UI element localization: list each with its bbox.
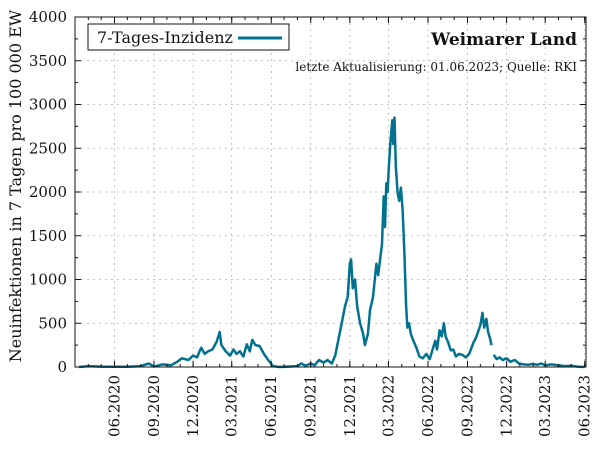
y-tick-label: 3500 bbox=[29, 52, 67, 70]
x-tick-label: 03.2022 bbox=[379, 375, 397, 437]
y-tick-label: 2000 bbox=[29, 183, 67, 201]
legend: 7-Tages-Inzidenz bbox=[87, 23, 290, 51]
y-axis-label: Neuinfektionen in 7 Tagen pro 100 000 EW bbox=[6, 9, 25, 362]
x-tick-label: 06.2021 bbox=[262, 375, 280, 437]
series-layer bbox=[78, 116, 585, 369]
x-tick-label: 09.2021 bbox=[302, 375, 320, 437]
x-tick-label: 12.2020 bbox=[184, 375, 202, 437]
y-tick-label: 3000 bbox=[29, 96, 67, 114]
chart-subtitle: letzte Aktualisierung: 01.06.2023; Quell… bbox=[295, 60, 577, 74]
x-tick-label: 06.2020 bbox=[106, 375, 124, 437]
x-tick-label: 06.2022 bbox=[419, 375, 437, 437]
x-tick-label: 06.2023 bbox=[576, 375, 594, 437]
y-tick-label: 2500 bbox=[29, 139, 67, 157]
x-tick-label: 09.2022 bbox=[458, 375, 476, 437]
x-tick-label: 03.2023 bbox=[536, 375, 554, 437]
ticks bbox=[74, 16, 586, 368]
x-tick-label: 12.2022 bbox=[498, 375, 516, 437]
x-tick-label: 03.2021 bbox=[223, 375, 241, 437]
legend-label: 7-Tages-Inzidenz bbox=[97, 28, 233, 47]
chart-title: Weimarer Land bbox=[430, 30, 577, 50]
y-tick-label: 0 bbox=[57, 358, 67, 376]
y-tick-label: 1500 bbox=[29, 227, 67, 245]
tick-labels: 0 500 1000 1500 2000 2500 3000 3500 4000 06.2020 0… bbox=[29, 8, 594, 437]
series-line-0 bbox=[78, 116, 493, 369]
y-tick-label: 500 bbox=[38, 314, 67, 332]
series-line-1 bbox=[492, 354, 585, 369]
y-tick-label: 4000 bbox=[29, 8, 67, 26]
x-tick-label: 12.2021 bbox=[341, 375, 359, 437]
y-tick-label: 1000 bbox=[29, 271, 67, 289]
grid bbox=[75, 17, 586, 367]
x-tick-label: 09.2020 bbox=[145, 375, 163, 437]
